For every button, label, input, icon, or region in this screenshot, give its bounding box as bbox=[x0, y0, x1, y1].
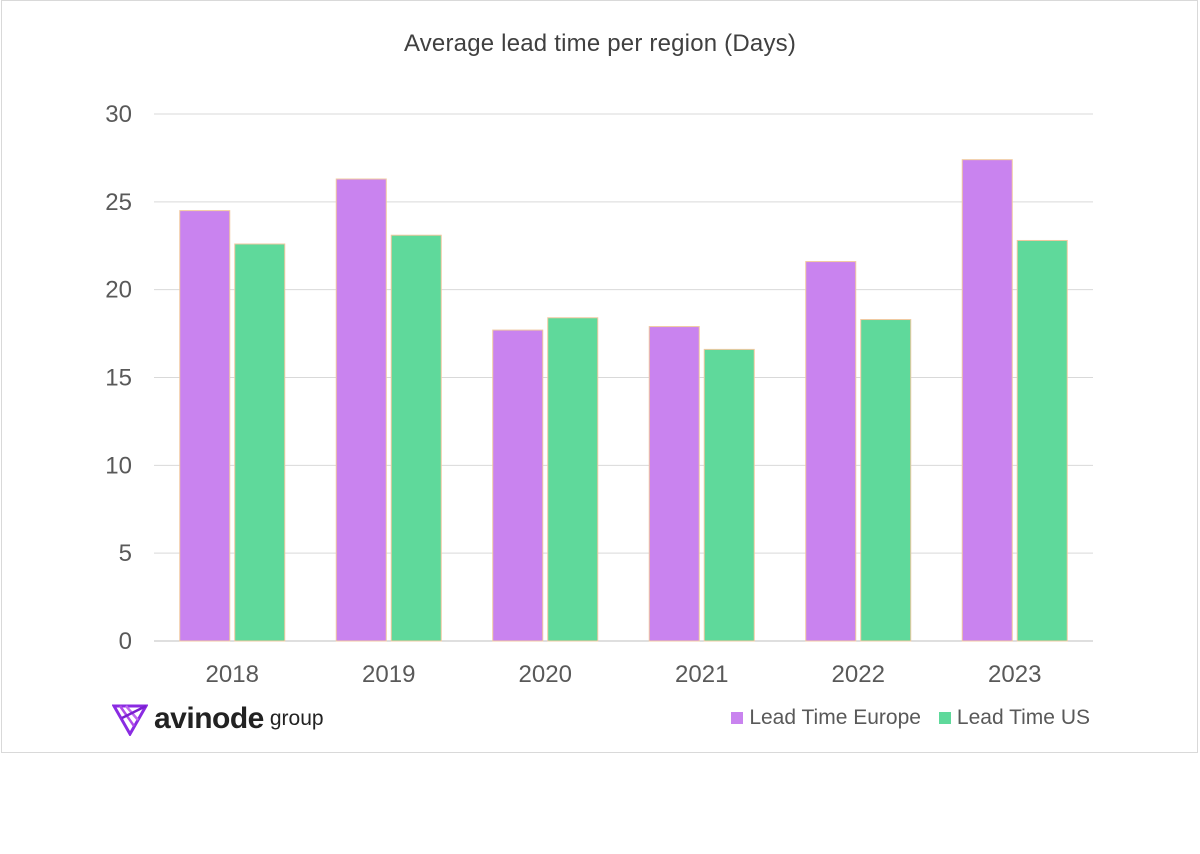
bar-europe bbox=[805, 261, 857, 642]
bar-europe bbox=[179, 210, 231, 642]
legend-item-us: Lead Time US bbox=[938, 706, 1090, 730]
x-tick-label: 2020 bbox=[519, 661, 572, 688]
legend-swatch-us bbox=[938, 712, 951, 724]
legend-label-europe: Lead Time Europe bbox=[749, 706, 921, 729]
x-tick-label: 2022 bbox=[832, 661, 885, 688]
bar-europe bbox=[492, 329, 544, 642]
y-tick-label: 30 bbox=[105, 101, 132, 128]
bar-europe bbox=[648, 326, 700, 642]
bar-us bbox=[547, 317, 599, 642]
bar-us bbox=[1016, 239, 1068, 642]
x-tick-label: 2021 bbox=[675, 661, 728, 688]
legend-item-europe: Lead Time Europe bbox=[731, 706, 921, 730]
avinode-logo-icon bbox=[112, 704, 148, 736]
y-tick-label: 25 bbox=[105, 189, 132, 216]
bar-us bbox=[860, 319, 912, 642]
bar-europe bbox=[335, 178, 387, 642]
chart-title: Average lead time per region (Days) bbox=[403, 30, 797, 57]
bar-us bbox=[390, 234, 442, 642]
logo-wordmark: avinode bbox=[154, 702, 264, 735]
legend-swatch-europe bbox=[731, 712, 744, 724]
x-tick-label: 2018 bbox=[206, 661, 259, 688]
x-tick-label: 2019 bbox=[362, 661, 415, 688]
logo-subtext: group bbox=[269, 707, 324, 730]
legend-label-us: Lead Time US bbox=[956, 706, 1090, 729]
bar-europe bbox=[961, 159, 1013, 642]
legend: Lead Time Europe Lead Time US bbox=[713, 706, 1090, 730]
y-axis-ticks: 0 5 10 15 20 25 30 bbox=[105, 101, 132, 655]
x-axis-ticks: 2018 2019 2020 2021 2022 2023 bbox=[206, 661, 1042, 688]
y-tick-label: 0 bbox=[119, 628, 132, 655]
avinode-logo: avinode group bbox=[112, 702, 324, 736]
x-tick-label: 2023 bbox=[988, 661, 1041, 688]
y-tick-label: 15 bbox=[105, 365, 132, 392]
y-tick-label: 5 bbox=[119, 540, 132, 567]
y-tick-label: 10 bbox=[105, 452, 132, 479]
gridlines bbox=[154, 113, 1093, 642]
y-tick-label: 20 bbox=[105, 277, 132, 304]
bar-us bbox=[703, 348, 755, 642]
bars bbox=[179, 159, 1068, 642]
bar-us bbox=[234, 243, 286, 642]
